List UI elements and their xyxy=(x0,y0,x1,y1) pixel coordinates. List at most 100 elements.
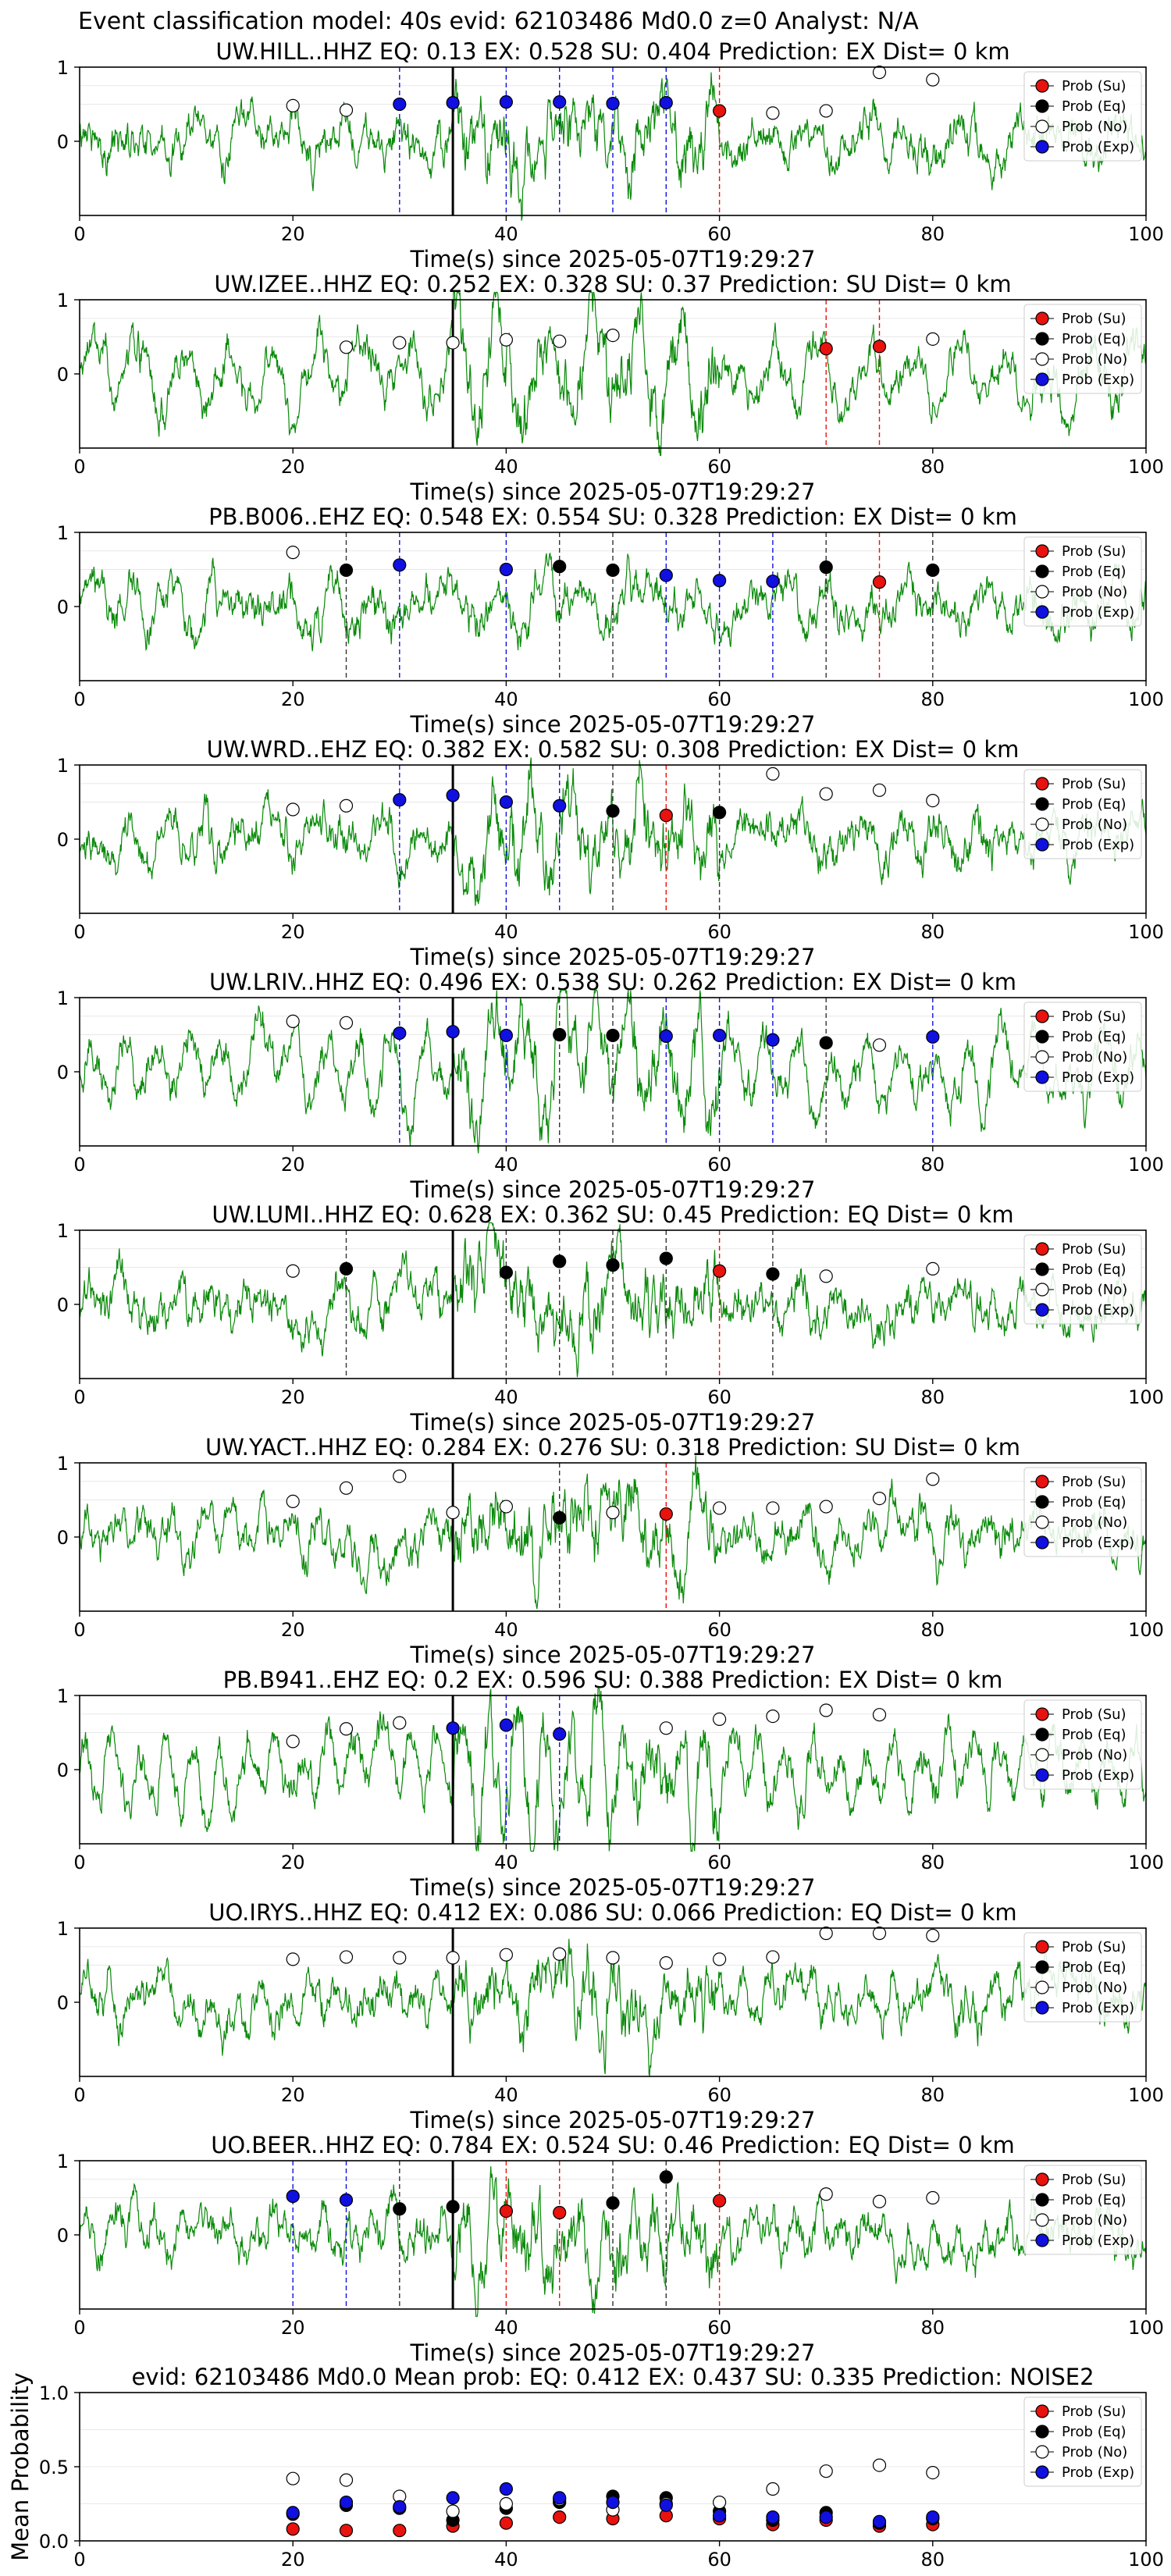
x-tick-label: 60 xyxy=(707,688,731,710)
legend-marker-exp xyxy=(1035,1070,1049,1084)
x-tick-label: 20 xyxy=(281,1852,305,1873)
x-axis-label: Time(s) since 2025-05-07T19:29:27 xyxy=(410,2339,816,2366)
y-tick-label: 0 xyxy=(57,1062,69,1083)
legend-marker-exp xyxy=(1035,2233,1049,2247)
x-tick-label: 20 xyxy=(281,456,305,478)
prob-point-exp xyxy=(712,1028,727,1043)
legend-marker-no xyxy=(1035,1980,1049,1994)
mean-point-no xyxy=(872,2458,887,2472)
x-tick-label: 40 xyxy=(494,921,518,943)
legend-label: Prob (No) xyxy=(1062,584,1127,600)
legend-box xyxy=(1023,1932,1142,2023)
legend-marker-exp xyxy=(1035,1303,1049,1317)
axes-frame xyxy=(79,1229,1147,1379)
x-tick-label: 80 xyxy=(921,456,945,478)
mean-point-no xyxy=(712,2496,727,2510)
legend-label: Prob (No) xyxy=(1062,1747,1127,1763)
prob-point-exp xyxy=(766,1033,780,1047)
x-tick-label: 40 xyxy=(494,1852,518,1873)
prob-point-exp xyxy=(446,1025,460,1039)
x-axis-label: Time(s) since 2025-05-07T19:29:27 xyxy=(410,1874,816,1901)
prob-point-no xyxy=(286,1264,300,1278)
legend-label: Prob (No) xyxy=(1062,2444,1127,2460)
legend-marker-eq xyxy=(1035,2425,1049,2439)
legend-label: Prob (Eq) xyxy=(1062,1727,1127,1743)
legend-label: Prob (Eq) xyxy=(1062,331,1127,347)
panel-title: UO.BEER..HHZ EQ: 0.784 EX: 0.524 SU: 0.4… xyxy=(211,2132,1015,2158)
prob-point-no xyxy=(553,334,567,348)
prob-point-eq xyxy=(712,806,727,820)
legend-marker-no xyxy=(1035,119,1049,133)
prob-point-eq xyxy=(339,1261,354,1276)
prob-point-eq xyxy=(339,563,354,578)
legend-label: Prob (Exp) xyxy=(1062,372,1134,388)
legend-marker-eq xyxy=(1035,99,1049,113)
prob-point-exp xyxy=(766,575,780,589)
x-axis-label: Time(s) since 2025-05-07T19:29:27 xyxy=(410,1642,816,1668)
prob-point-no xyxy=(926,1261,940,1276)
legend-marker-su xyxy=(1035,1009,1049,1023)
prob-point-su xyxy=(553,2205,567,2220)
x-tick-label: 20 xyxy=(281,1619,305,1641)
prob-point-no xyxy=(499,1948,514,1962)
legend-label: Prob (Exp) xyxy=(1062,2000,1134,2016)
legend-label: Prob (Exp) xyxy=(1062,1767,1134,1784)
x-tick-label: 100 xyxy=(1128,921,1164,943)
prob-point-eq xyxy=(553,1254,567,1268)
legend-marker-no xyxy=(1035,1050,1049,1064)
mean-point-exp xyxy=(872,2514,887,2528)
legend-label: Prob (No) xyxy=(1062,1282,1127,1298)
prob-point-eq xyxy=(553,1510,567,1525)
prob-point-exp xyxy=(499,1028,514,1043)
x-tick-label: 20 xyxy=(281,921,305,943)
y-tick-label: 1 xyxy=(57,1453,69,1475)
x-axis-label: Time(s) since 2025-05-07T19:29:27 xyxy=(410,246,816,272)
legend-label: Prob (Su) xyxy=(1062,1474,1127,1490)
panel-7: UW.YACT..HHZ EQ: 0.284 EX: 0.276 SU: 0.3… xyxy=(57,1434,1164,1668)
legend-box xyxy=(1023,71,1142,162)
legend-box xyxy=(1023,536,1142,627)
x-tick-label: 100 xyxy=(1128,1386,1164,1408)
legend-marker-no xyxy=(1035,585,1049,599)
x-tick-label: 0 xyxy=(73,1386,85,1408)
y-tick-label: 1 xyxy=(57,1220,69,1242)
prob-point-no xyxy=(766,1950,780,1964)
prob-point-su xyxy=(712,2194,727,2208)
panel-title: UW.LRIV..HHZ EQ: 0.496 EX: 0.538 SU: 0.2… xyxy=(209,969,1016,995)
y-tick-label: 1 xyxy=(57,290,69,311)
x-tick-label: 80 xyxy=(921,2084,945,2106)
mean-point-no xyxy=(766,2482,780,2496)
axes-frame xyxy=(79,299,1147,449)
prob-point-no xyxy=(393,1951,407,1965)
prob-point-no xyxy=(819,104,833,118)
panel-4: UW.WRD..EHZ EQ: 0.382 EX: 0.582 SU: 0.30… xyxy=(57,736,1164,970)
prob-point-no xyxy=(926,793,940,808)
prob-point-exp xyxy=(393,793,407,807)
y-tick-label: 1 xyxy=(57,1685,69,1707)
prob-point-no xyxy=(393,1716,407,1730)
mean-point-exp xyxy=(499,2482,514,2496)
prob-point-no xyxy=(926,73,940,87)
x-tick-label: 0 xyxy=(73,223,85,245)
legend-marker-no xyxy=(1035,817,1049,831)
x-axis-label: Time(s) since 2025-05-07T19:29:27 xyxy=(410,2107,816,2133)
x-tick-label: 60 xyxy=(707,1852,731,1873)
prob-point-no xyxy=(872,1491,887,1506)
prob-point-eq xyxy=(606,804,620,818)
prob-point-no xyxy=(872,66,887,80)
x-axis-label: Time(s) since 2025-05-07T19:29:27 xyxy=(410,1176,816,1203)
prob-point-no xyxy=(712,1952,727,1966)
prob-point-no xyxy=(286,1014,300,1029)
x-tick-label: 0 xyxy=(73,456,85,478)
x-tick-label: 80 xyxy=(921,1386,945,1408)
legend-label: Prob (Su) xyxy=(1062,2403,1127,2420)
legend-marker-eq xyxy=(1035,1030,1049,1044)
y-tick-label: 1.0 xyxy=(39,2382,69,2404)
legend-box xyxy=(1023,2165,1142,2255)
prob-point-no xyxy=(659,1956,673,1970)
panel-10: UO.BEER..HHZ EQ: 0.784 EX: 0.524 SU: 0.4… xyxy=(57,2132,1164,2366)
legend-marker-su xyxy=(1035,311,1049,326)
x-tick-label: 60 xyxy=(707,2549,731,2571)
x-tick-label: 60 xyxy=(707,921,731,943)
